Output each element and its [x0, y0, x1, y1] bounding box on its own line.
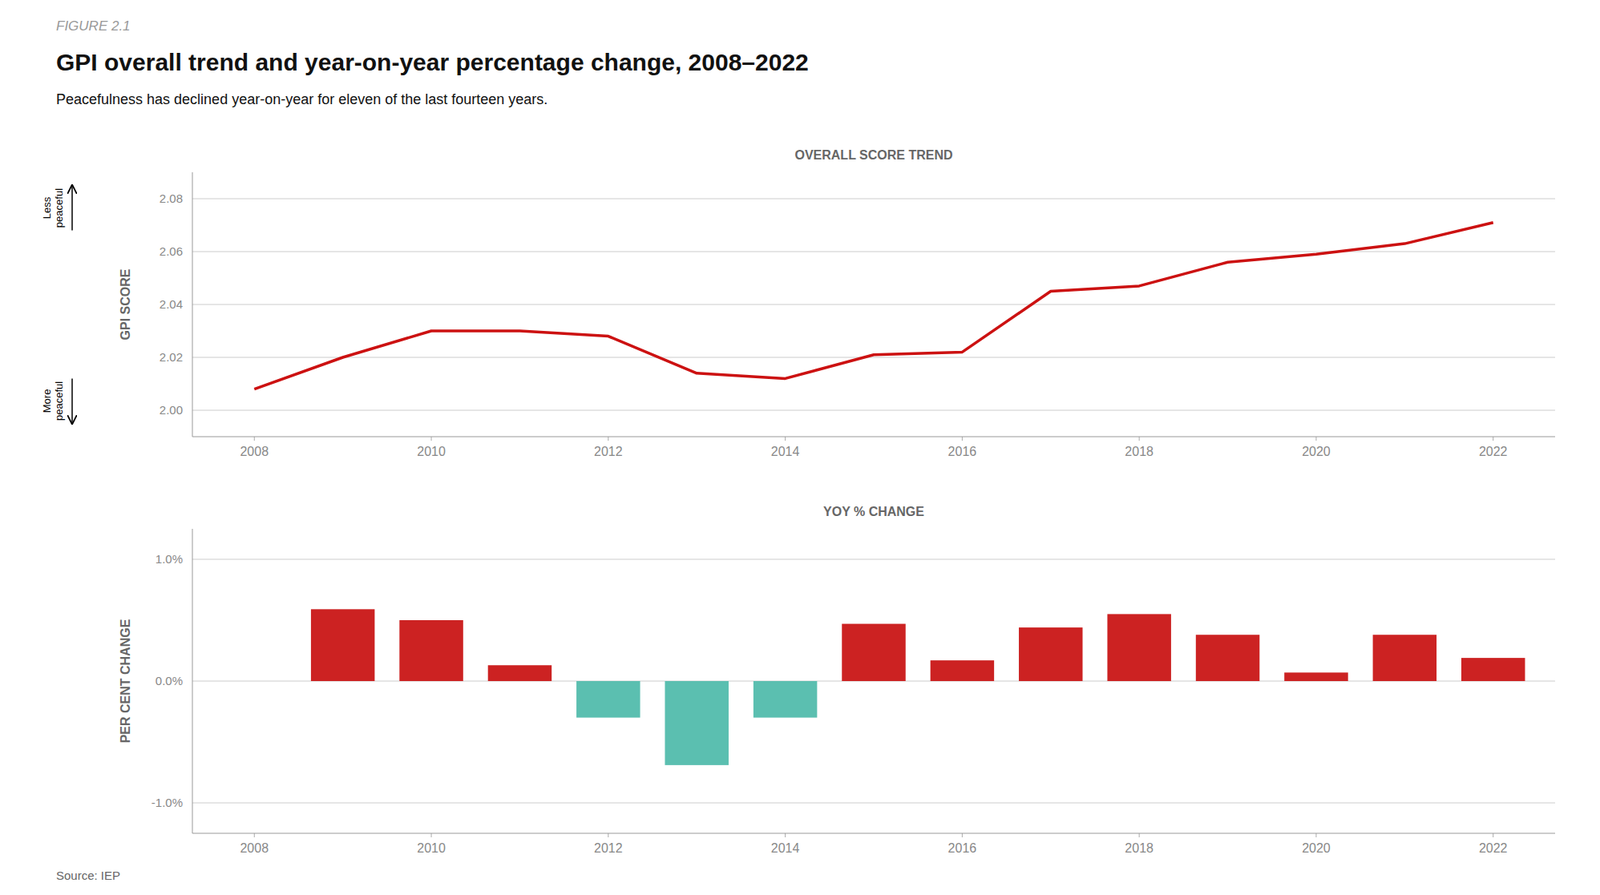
y-tick-label: 2.02: [159, 350, 183, 364]
x-tick-label: 2020: [1301, 444, 1331, 459]
x-tick: [254, 436, 255, 441]
direction-label-line: peaceful: [52, 381, 65, 421]
bar: [488, 665, 552, 682]
y-tick-label: 0.0%: [155, 674, 183, 688]
direction-label-line: peaceful: [52, 188, 65, 228]
y-axis-label: GPI SCORE: [118, 268, 133, 340]
y-axis-label: PER CENT CHANGE: [118, 618, 133, 744]
x-tick: [431, 436, 433, 441]
bar: [1373, 634, 1437, 682]
x-tick: [961, 436, 963, 441]
x-tick-label: 2016: [948, 444, 978, 459]
x-tick-label: 2018: [1124, 841, 1154, 856]
source: Source: IEP: [56, 868, 121, 883]
bar: [576, 681, 640, 719]
score-line: [254, 222, 1493, 390]
y-tick-label: 2.06: [159, 244, 183, 259]
x-tick: [1139, 833, 1140, 838]
title: GPI overall trend and year-on-year perce…: [56, 48, 809, 76]
grid-line: [192, 803, 1556, 805]
y-axis-line: [192, 172, 194, 437]
bar: [399, 620, 463, 682]
chart-bar: YOY % CHANGE -1.0% 0.0% 1.0% 2008 2010 2012 201…: [118, 505, 1556, 856]
chart-title: YOY % CHANGE: [823, 505, 925, 519]
direction-arrow: [71, 185, 73, 231]
y-tick-label: 2.00: [159, 403, 183, 417]
x-tick: [1492, 436, 1494, 441]
x-tick: [1315, 833, 1317, 838]
chart-root: FIGURE 2.1 GPI overall trend and year-on-…: [0, 0, 1600, 895]
direction-arrow: [71, 378, 73, 424]
x-tick-label: 2008: [239, 841, 269, 856]
x-tick-label: 2016: [948, 841, 978, 856]
direction-label: Lesspeaceful: [40, 188, 65, 228]
chart-title: OVERALL SCORE TREND: [794, 148, 953, 162]
grid-line: [192, 198, 1556, 200]
y-tick-label: 1.0%: [155, 552, 183, 566]
grid-line: [192, 304, 1556, 306]
x-axis-line: [192, 833, 1556, 835]
x-tick: [784, 436, 786, 441]
x-tick: [1492, 833, 1494, 838]
grid-line: [192, 559, 1556, 561]
x-tick-label: 2014: [771, 841, 800, 856]
chart-line: OVERALL SCORE TREND 2.00 2.02 2.04 2.06 2.08 2…: [40, 148, 1556, 459]
x-tick: [961, 833, 963, 838]
bar: [930, 660, 994, 682]
direction-label: Morepeaceful: [40, 381, 65, 421]
y-tick-label: 2.04: [159, 297, 183, 312]
x-tick: [1139, 436, 1140, 441]
plot-marks: [311, 609, 1526, 766]
x-tick: [607, 436, 609, 441]
grid-line: [192, 410, 1556, 412]
y-tick-label: 2.08: [159, 191, 183, 206]
x-axis-line: [192, 436, 1556, 438]
x-tick: [607, 833, 609, 838]
direction-label-line: More: [40, 389, 53, 414]
figure-label: FIGURE 2.1: [56, 18, 131, 34]
x-tick-label: 2008: [239, 444, 269, 459]
x-tick-label: 2010: [416, 841, 446, 856]
x-tick: [784, 833, 786, 838]
x-tick-label: 2018: [1124, 444, 1154, 459]
x-tick-label: 2014: [771, 444, 800, 459]
x-tick-label: 2010: [416, 444, 446, 459]
x-tick: [431, 833, 433, 838]
grid-line: [192, 357, 1556, 359]
bar: [753, 681, 817, 719]
bar: [1018, 627, 1083, 682]
bar: [1461, 658, 1525, 682]
x-tick-label: 2022: [1478, 841, 1508, 856]
x-tick-label: 2020: [1301, 841, 1331, 856]
bar: [1195, 634, 1260, 682]
y-axis-line: [192, 529, 194, 834]
x-tick: [1315, 436, 1317, 441]
x-tick: [254, 833, 255, 838]
y-tick-label: -1.0%: [151, 795, 183, 810]
x-tick-label: 2022: [1478, 444, 1508, 459]
bar: [841, 624, 906, 682]
x-tick-label: 2012: [593, 841, 623, 856]
plot-marks: [254, 222, 1493, 390]
bar: [664, 681, 728, 766]
bar: [1284, 672, 1348, 682]
x-tick-label: 2012: [593, 444, 623, 459]
bar: [311, 609, 375, 682]
direction-label-line: Less: [40, 196, 53, 219]
subtitle: Peacefulness has declined year-on-year f…: [56, 91, 548, 108]
bar: [1107, 614, 1171, 682]
